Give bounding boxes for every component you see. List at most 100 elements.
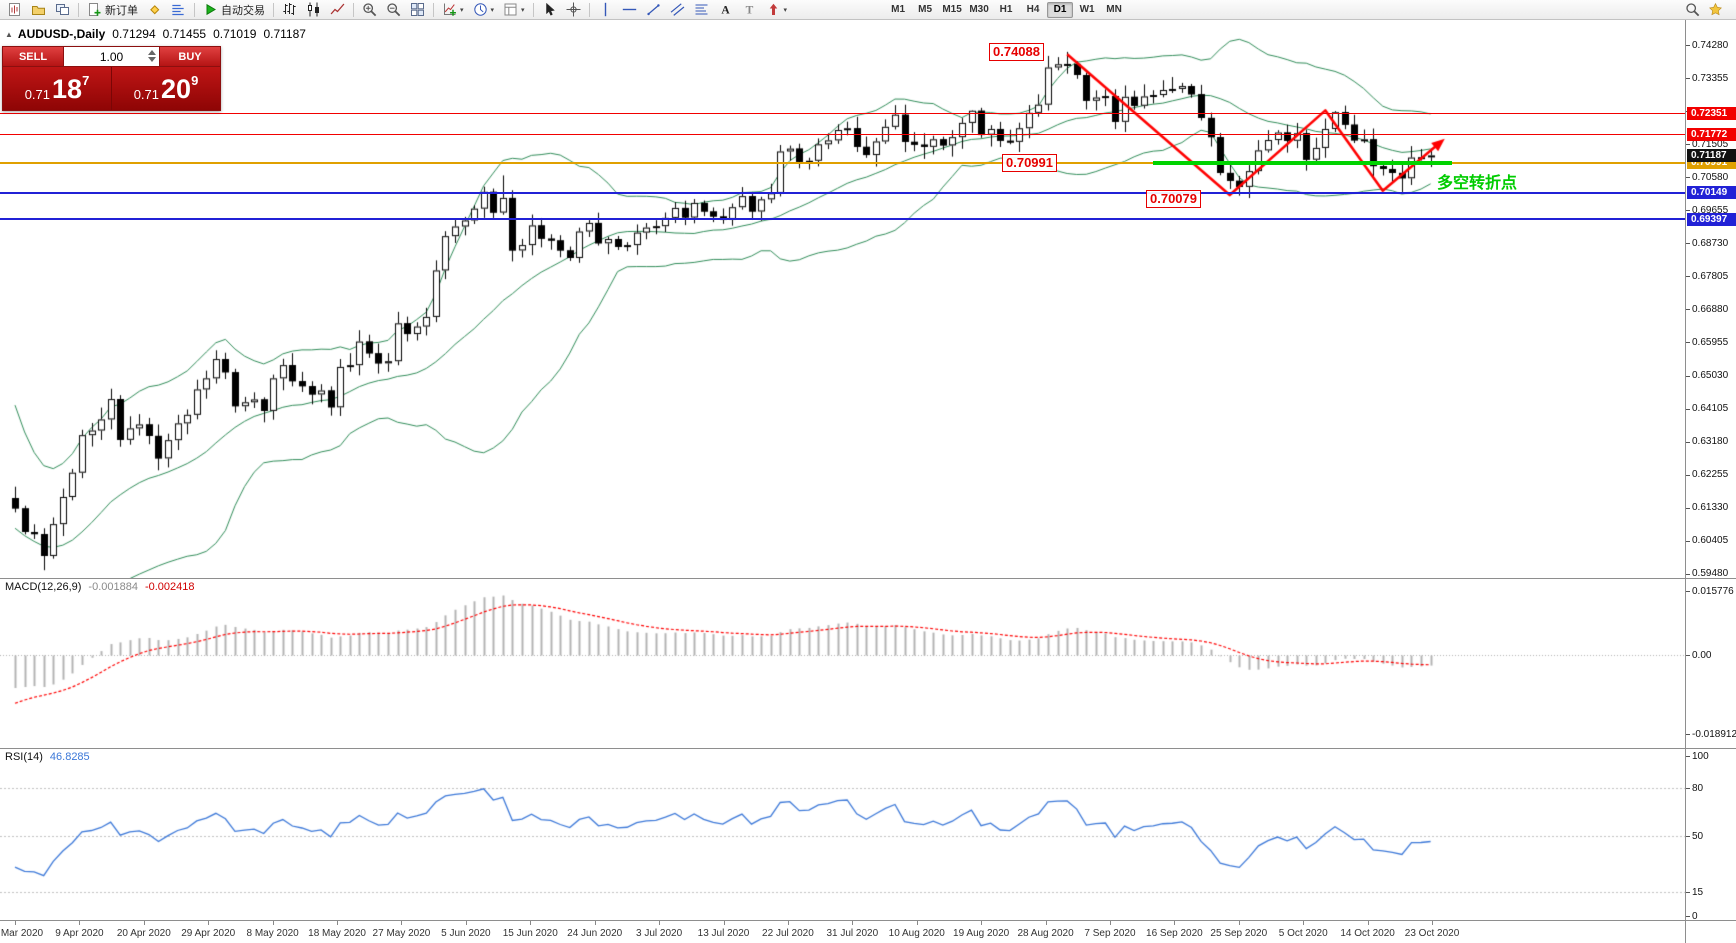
buy-price-display[interactable]: 0.71 20 9 [112,67,220,110]
price-level-line[interactable] [0,161,1685,164]
star-icon [1708,2,1723,17]
timeframe-button-MN[interactable]: MN [1101,2,1127,18]
rsi-tick-label: 80 [1692,782,1704,794]
window-list-button[interactable] [51,1,74,19]
indicators-button[interactable]: ▾ [438,1,468,19]
trendline-button[interactable] [642,1,665,19]
time-tick-mark [723,921,725,925]
price-tick-label: 0.67805 [1692,270,1729,282]
spinner-up-icon[interactable] [148,50,156,55]
symbols-button[interactable] [143,1,166,19]
bar-chart-button[interactable] [278,1,301,19]
crosshair-button[interactable] [562,1,585,19]
toolbar: 新订单 自动交易 ▾ ▾ ▾ A T ▾ M1 M5 M15 M30 H1 H4 D1 W1 MN [0,0,1736,20]
volume-input[interactable]: 1.00 [64,46,159,67]
templates-button[interactable]: ▾ [499,1,529,19]
time-tick-mark [208,921,210,925]
swing-high-label[interactable]: 0.74088 [989,43,1044,61]
spinner-down-icon[interactable] [148,57,156,62]
axis-tick-mark [1686,45,1690,46]
rsi-canvas[interactable] [0,749,1685,920]
price-chart-canvas[interactable] [0,20,1685,578]
price-level-line[interactable] [0,113,1685,115]
price-axis[interactable]: 0.742800.733550.724300.715050.705800.696… [1685,20,1736,943]
periods-button[interactable]: ▾ [469,1,499,19]
zoom-out-button[interactable] [382,1,405,19]
timeframe-button-M5[interactable]: M5 [912,2,938,18]
timeframe-button-H4[interactable]: H4 [1020,2,1046,18]
time-tick-mark [852,921,854,925]
search-icon [1685,2,1700,17]
sell-price-display[interactable]: 0.71 18 7 [3,67,111,110]
panel-separator[interactable] [0,748,1736,749]
timeframe-button-M1[interactable]: M1 [885,2,911,18]
toolbar-separator [273,2,274,17]
cursor-button[interactable] [538,1,561,19]
search-button[interactable] [1681,1,1704,19]
price-tick-label: 0.65955 [1692,336,1729,348]
support-zone-line[interactable] [1153,161,1452,166]
macd-canvas[interactable] [0,579,1685,748]
zoom-in-icon [362,2,377,17]
timeframe-button-M30[interactable]: M30 [966,2,992,18]
candlestick-chart-button[interactable] [302,1,325,19]
price-level-line[interactable] [0,191,1685,194]
ohlc-low: 0.71019 [213,27,257,41]
vertical-line-button[interactable] [594,1,617,19]
date-label: 13 Jul 2020 [697,928,750,939]
chevron-down-icon: ▾ [783,6,788,14]
timeframe-button-D1[interactable]: D1 [1047,1,1074,18]
time-tick-mark [787,921,789,925]
horizontal-line-button[interactable] [618,1,641,19]
price-level-line[interactable] [0,134,1685,136]
time-tick-mark [401,921,403,925]
text-label-button[interactable]: T [738,1,761,19]
profiles-button[interactable] [27,1,50,19]
swing-low-label[interactable]: 0.70079 [1146,190,1201,208]
time-tick-mark [659,921,661,925]
text-button[interactable]: A [714,1,737,19]
new-order-button[interactable]: 新订单 [83,1,142,19]
turning-point-note[interactable]: 多空转折点 [1437,175,1518,192]
buy-button[interactable]: BUY [159,46,221,67]
zoom-out-icon [386,2,401,17]
panel-separator[interactable] [0,920,1736,921]
autotrading-button[interactable]: 自动交易 [199,1,269,19]
date-label: 19 Aug 2020 [953,928,1010,939]
favorites-button[interactable] [1704,1,1727,19]
price-level-line[interactable] [0,218,1685,221]
new-order-label: 新订单 [105,4,138,17]
volume-spinner[interactable] [148,50,156,62]
symbol-title: AUDUSD-,Daily [17,27,106,41]
date-label: 8 May 2020 [246,928,299,939]
axis-tick-mark [1686,573,1690,575]
axis-tick-mark [1686,309,1690,311]
panel-separator[interactable] [0,578,1736,579]
level-price-tag: 0.69397 [1687,212,1736,226]
tile-windows-button[interactable] [406,1,429,19]
price-tick-label: 0.63180 [1692,436,1729,448]
timeframe-button-M15[interactable]: M15 [939,2,965,18]
time-axis[interactable]: 31 Mar 2020 9 Apr 2020 20 Apr 2020 29 Apr 2… [0,921,1685,943]
date-label: 7 Sep 2020 [1084,928,1136,939]
equidistant-channel-button[interactable] [666,1,689,19]
fibo-icon [694,2,709,17]
arrow-objects-button[interactable]: ▾ [762,1,792,19]
one-click-toggle-icon[interactable]: ▲ [5,29,13,39]
support-price-label[interactable]: 0.70991 [1002,154,1057,172]
timeframe-button-W1[interactable]: W1 [1074,2,1100,18]
sell-button[interactable]: SELL [2,46,64,67]
line-chart-button[interactable] [326,1,349,19]
macd-label: MACD(12,26,9) -0.001884 -0.002418 [5,581,195,593]
autotrading-label: 自动交易 [221,4,265,17]
chevron-down-icon: ▾ [490,6,495,14]
axis-tick-mark [1686,243,1690,245]
depth-of-market-button[interactable] [167,1,190,19]
fibonacci-retracement-button[interactable] [690,1,713,19]
zoom-in-button[interactable] [358,1,381,19]
date-label: 15 Jun 2020 [502,928,558,939]
bars-icon [282,2,297,17]
timeframe-button-H1[interactable]: H1 [993,2,1019,18]
new-chart-button[interactable] [3,1,26,19]
